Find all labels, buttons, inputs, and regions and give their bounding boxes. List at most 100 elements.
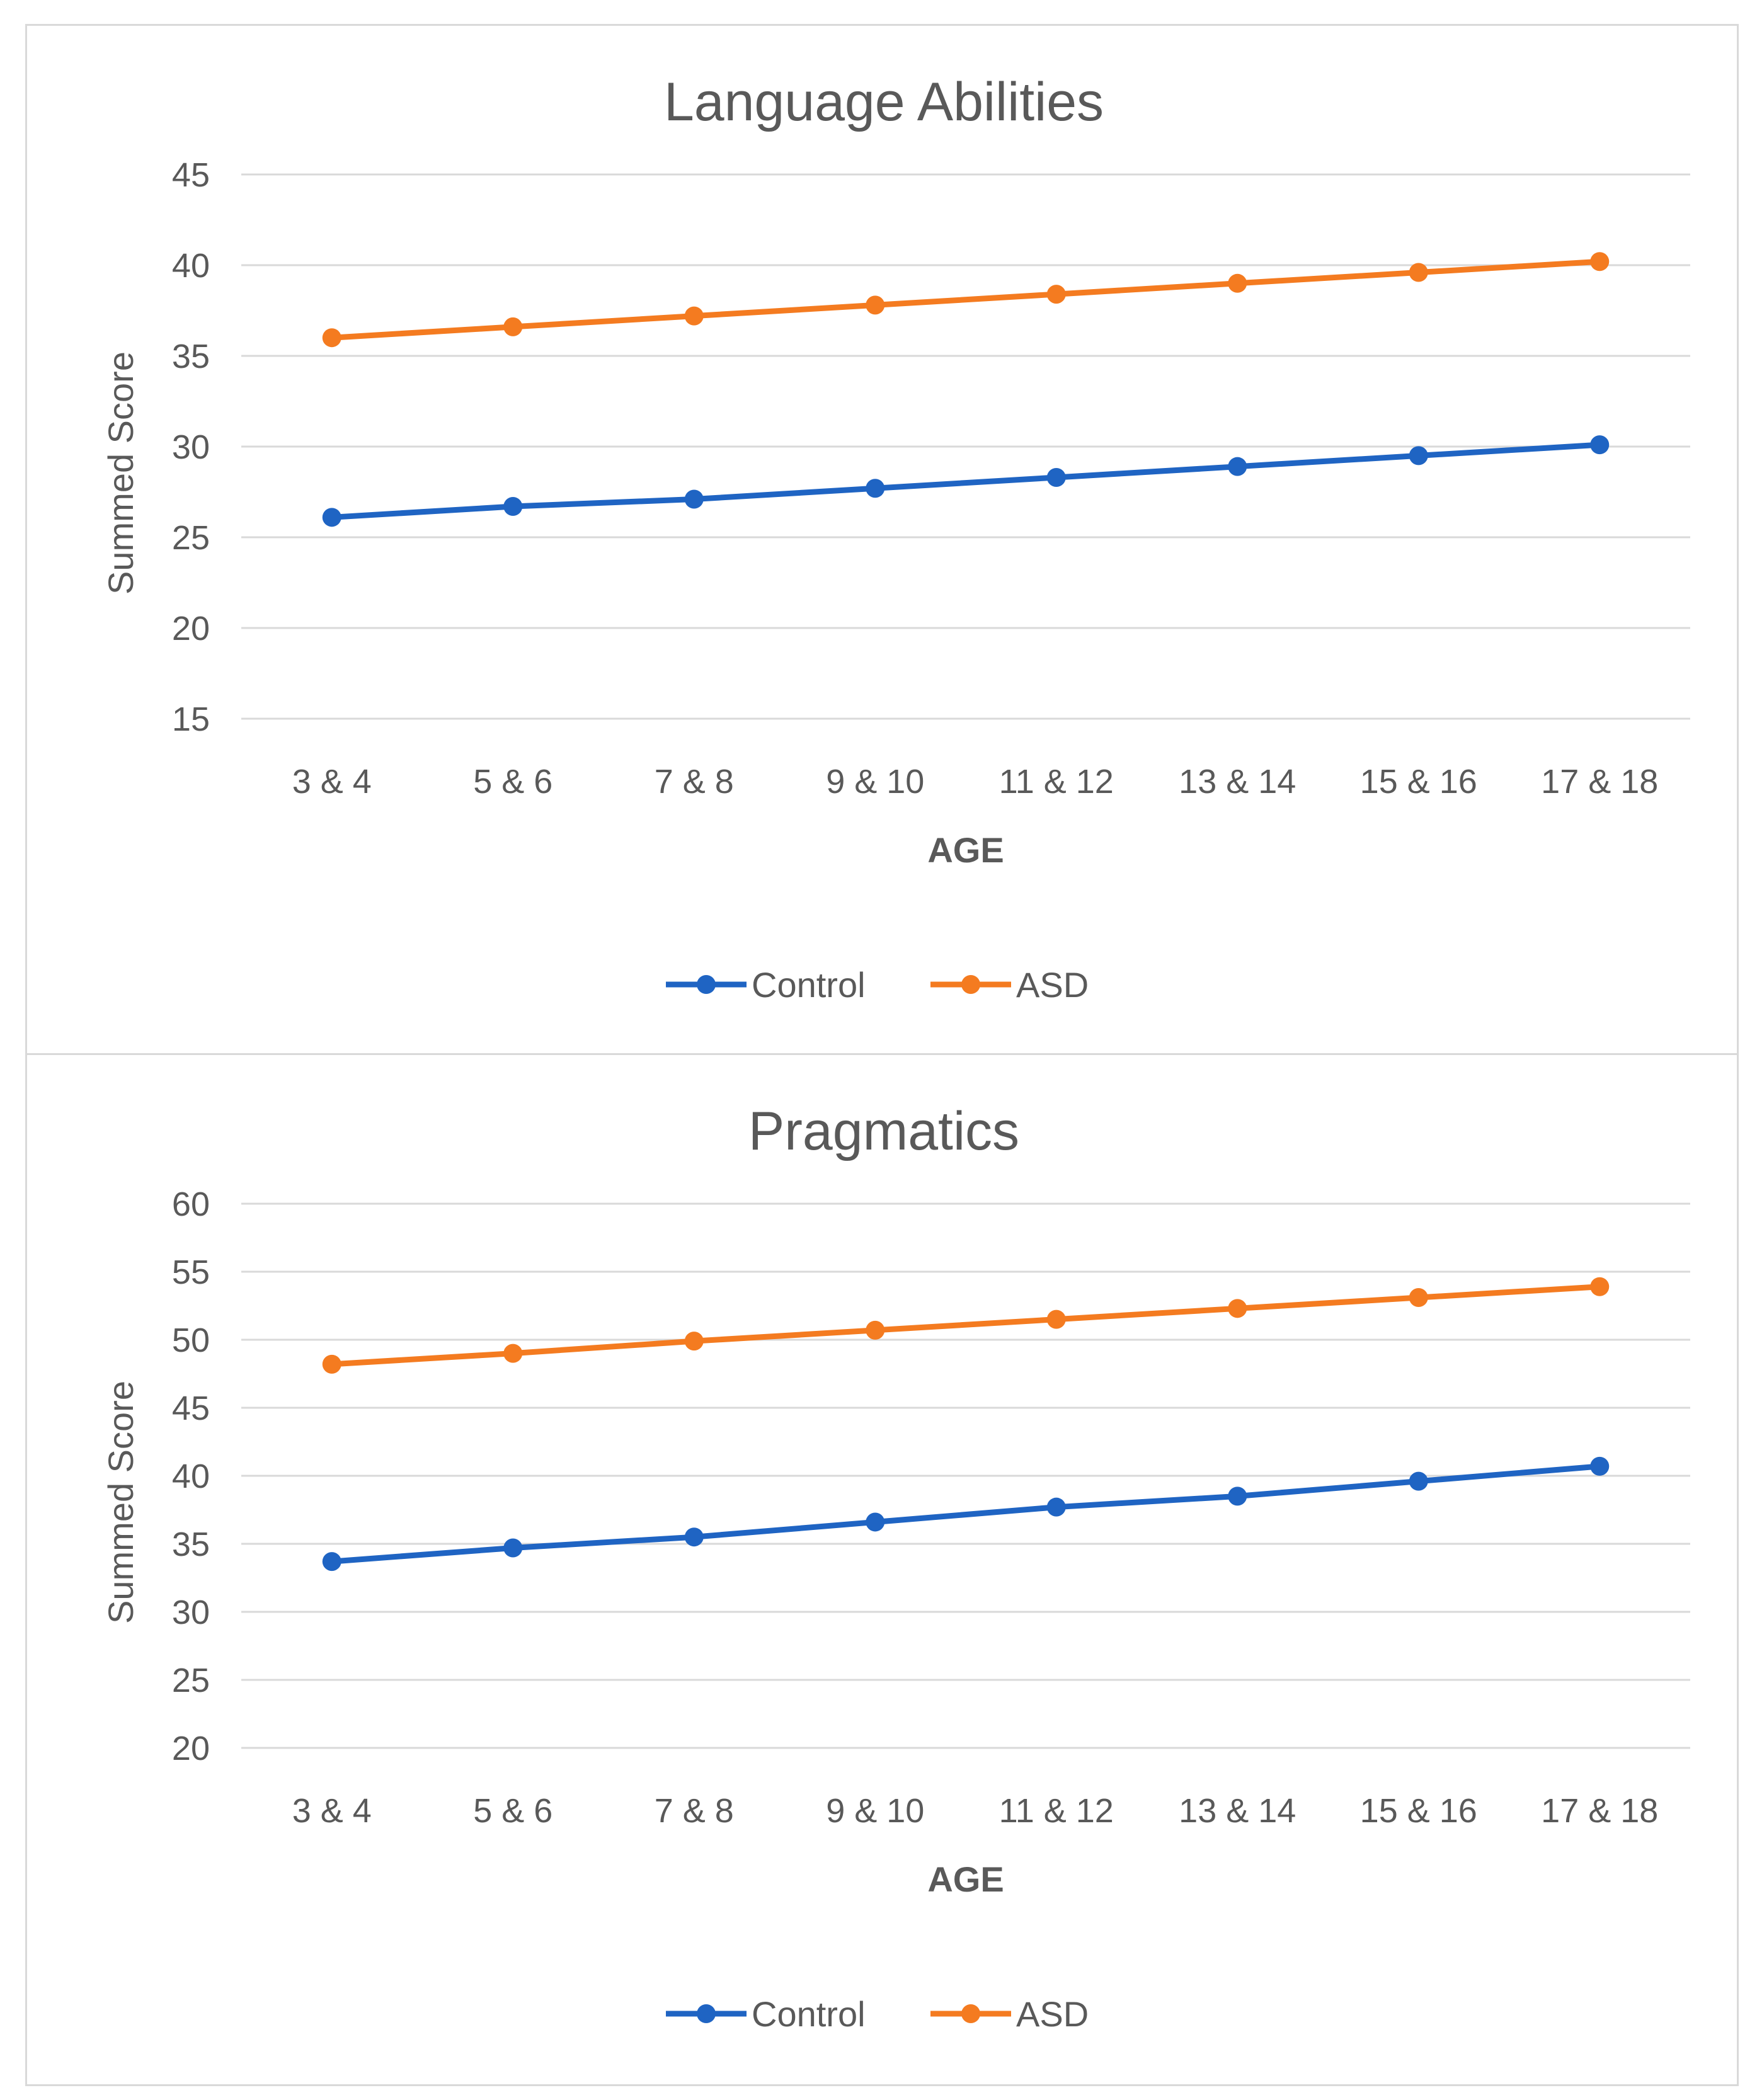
y-axis-ticks: 20 25 30 35 40 45 50 55 60	[172, 1185, 210, 1767]
language-abilities-chart: Language Abilities AGE Summed Score Cont…	[25, 24, 1739, 1057]
gridlines	[241, 173, 1690, 720]
data-point-asd[interactable]	[1409, 1288, 1428, 1308]
y-tick-label: 30	[172, 428, 210, 466]
data-point-control[interactable]	[503, 497, 523, 516]
data-point-control[interactable]	[1409, 446, 1428, 465]
data-point-asd[interactable]	[684, 1332, 704, 1351]
x-tick-label: 15 & 16	[1360, 763, 1477, 801]
series-line-control	[329, 442, 1603, 520]
y-tick-label: 25	[172, 1662, 210, 1699]
data-point-asd[interactable]	[1228, 273, 1247, 293]
legend-asd-marker	[961, 975, 980, 994]
data-point-control[interactable]	[322, 508, 341, 527]
x-tick-label: 3 & 4	[292, 763, 372, 801]
data-point-control[interactable]	[1046, 467, 1066, 487]
data-point-control[interactable]	[684, 489, 704, 509]
y-tick-label: 20	[172, 610, 210, 648]
x-tick-label: 11 & 12	[999, 1792, 1114, 1830]
series-line-asd	[329, 258, 1603, 341]
y-tick-label: 35	[172, 338, 210, 375]
data-point-control[interactable]	[503, 1538, 523, 1558]
x-tick-label: 15 & 16	[1360, 1792, 1477, 1830]
x-tick-label: 17 & 18	[1541, 1792, 1658, 1830]
y-tick-label: 60	[172, 1185, 210, 1223]
series-control	[322, 435, 1610, 527]
legend: Control ASD	[666, 965, 1089, 1005]
x-tick-label: 3 & 4	[292, 1792, 372, 1830]
x-tick-label: 5 & 6	[473, 763, 552, 801]
data-point-asd[interactable]	[1228, 1299, 1247, 1318]
data-point-asd[interactable]	[1409, 263, 1428, 282]
data-point-control[interactable]	[1046, 1497, 1066, 1517]
x-tick-label: 5 & 6	[473, 1792, 552, 1830]
chart-title: Pragmatics	[748, 1101, 1019, 1161]
legend-control-label: Control	[752, 965, 866, 1005]
data-point-control[interactable]	[322, 1552, 341, 1572]
data-point-control[interactable]	[1590, 435, 1610, 455]
legend-control-marker	[697, 975, 716, 994]
data-point-control[interactable]	[866, 1512, 885, 1532]
x-tick-label: 9 & 10	[826, 763, 924, 801]
x-axis-title: AGE	[927, 830, 1004, 870]
y-tick-label: 50	[172, 1321, 210, 1359]
data-point-asd[interactable]	[503, 317, 523, 336]
x-tick-label: 13 & 14	[1179, 763, 1296, 801]
y-tick-label: 20	[172, 1730, 210, 1767]
series-control	[322, 1456, 1610, 1572]
data-point-asd[interactable]	[1590, 1277, 1610, 1296]
x-axis-title: AGE	[927, 1859, 1004, 1899]
y-axis-ticks: 15 20 25 30 35 40 45	[172, 156, 210, 738]
legend-control-label: Control	[752, 1994, 866, 2034]
y-tick-label: 15	[172, 700, 210, 738]
data-point-asd[interactable]	[866, 295, 885, 315]
x-tick-label: 13 & 14	[1179, 1792, 1296, 1830]
series-line-control	[329, 1463, 1603, 1565]
chart-title: Language Abilities	[664, 72, 1104, 132]
y-tick-label: 55	[172, 1253, 210, 1291]
x-tick-label: 9 & 10	[826, 1792, 924, 1830]
legend-control-marker	[697, 2004, 716, 2023]
plot-area: 15 20 25 30 35 40 45 3 & 4 5 & 6 7 & 8 9 & 10 11 & …	[172, 156, 1690, 801]
x-axis-ticks: 3 & 4 5 & 6 7 & 8 9 & 10 11 & 12 13 & 14 15 & …	[292, 1792, 1659, 1830]
gridlines	[241, 1202, 1690, 1749]
series-asd	[322, 252, 1610, 348]
data-point-control[interactable]	[684, 1527, 704, 1547]
data-point-asd[interactable]	[1590, 252, 1610, 271]
data-point-asd[interactable]	[866, 1320, 885, 1340]
legend: Control ASD	[666, 1994, 1089, 2034]
data-point-asd[interactable]	[322, 1354, 341, 1374]
x-tick-label: 17 & 18	[1541, 763, 1658, 801]
legend-item-asd[interactable]: ASD	[930, 1994, 1089, 2034]
legend-item-control[interactable]: Control	[666, 1994, 866, 2034]
data-point-control[interactable]	[1590, 1456, 1610, 1476]
language-abilities-chart-svg: Language Abilities AGE Summed Score Cont…	[101, 72, 1690, 1005]
legend-asd-marker	[961, 2004, 980, 2023]
data-point-control[interactable]	[866, 479, 885, 498]
data-point-control[interactable]	[1228, 457, 1247, 476]
data-point-control[interactable]	[1409, 1471, 1428, 1491]
plot-area: 20 25 30 35 40 45 50 55 60 3 & 4 5 & 6 7 & 8 9 & 10 1…	[172, 1185, 1690, 1830]
data-point-asd[interactable]	[684, 306, 704, 326]
y-axis-title: Summed Score	[101, 351, 140, 595]
y-tick-label: 45	[172, 156, 210, 194]
y-tick-label: 40	[172, 1458, 210, 1495]
x-tick-label: 7 & 8	[655, 763, 734, 801]
legend-item-asd[interactable]: ASD	[930, 965, 1089, 1005]
pragmatics-chart: Pragmatics AGE Summed Score Control ASD …	[25, 1053, 1739, 2086]
x-tick-label: 11 & 12	[999, 763, 1114, 801]
y-axis-title: Summed Score	[101, 1381, 140, 1624]
data-point-asd[interactable]	[1046, 1310, 1066, 1329]
x-axis-ticks: 3 & 4 5 & 6 7 & 8 9 & 10 11 & 12 13 & 14 15 & …	[292, 763, 1659, 801]
series-line-asd	[329, 1284, 1603, 1367]
series-asd	[322, 1277, 1610, 1374]
data-point-asd[interactable]	[322, 328, 341, 348]
x-tick-label: 7 & 8	[655, 1792, 734, 1830]
data-point-control[interactable]	[1228, 1487, 1247, 1506]
data-point-asd[interactable]	[1046, 285, 1066, 304]
legend-asd-label: ASD	[1016, 1994, 1089, 2034]
y-tick-label: 35	[172, 1526, 210, 1563]
legend-item-control[interactable]: Control	[666, 965, 866, 1005]
legend-asd-label: ASD	[1016, 965, 1089, 1005]
data-point-asd[interactable]	[503, 1344, 523, 1363]
